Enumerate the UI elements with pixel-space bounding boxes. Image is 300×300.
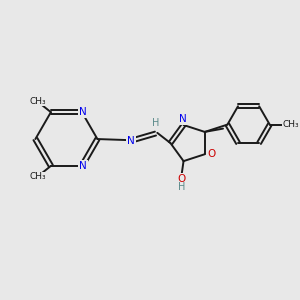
Text: H: H <box>152 118 159 128</box>
Text: N: N <box>79 107 87 117</box>
Text: N: N <box>179 114 187 124</box>
Text: N: N <box>79 161 87 171</box>
Text: O: O <box>207 149 215 159</box>
Text: O: O <box>177 174 185 184</box>
Text: CH₃: CH₃ <box>30 97 46 106</box>
Text: CH₃: CH₃ <box>30 172 46 182</box>
Text: N: N <box>127 136 135 146</box>
Text: CH₃: CH₃ <box>282 120 299 129</box>
Text: H: H <box>178 182 185 192</box>
